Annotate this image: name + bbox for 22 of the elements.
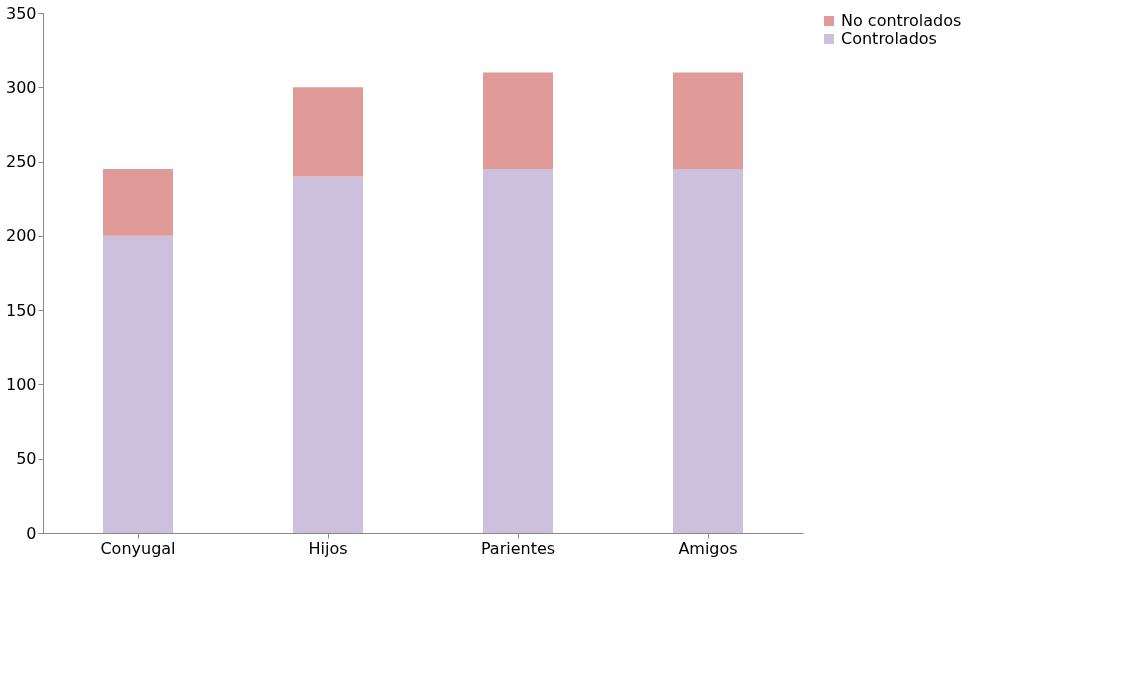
bar <box>103 169 173 236</box>
y-tick-label: 100 <box>5 374 37 394</box>
y-tick-label: 250 <box>5 152 37 172</box>
x-tick-label: Amigos <box>678 538 738 558</box>
y-tick-label: 200 <box>5 226 37 246</box>
y-tick-label: 350 <box>5 3 37 23</box>
y-tick-label: 150 <box>5 300 37 320</box>
legend-label: Controlados <box>841 29 937 48</box>
bar <box>293 87 363 177</box>
legend-label: No controlados <box>841 11 962 30</box>
y-tick-label: 50 <box>16 449 37 469</box>
bar <box>483 72 553 169</box>
x-tick-label: Conyugal <box>100 538 176 558</box>
bar <box>673 72 743 169</box>
x-tick-label: Hijos <box>308 538 348 558</box>
y-tick-label: 300 <box>5 77 37 97</box>
bar <box>483 169 553 533</box>
bar <box>103 235 173 533</box>
bar <box>293 176 363 533</box>
bar <box>673 169 743 533</box>
y-tick-label: 0 <box>26 523 37 543</box>
x-tick-label: Parientes <box>480 538 556 558</box>
